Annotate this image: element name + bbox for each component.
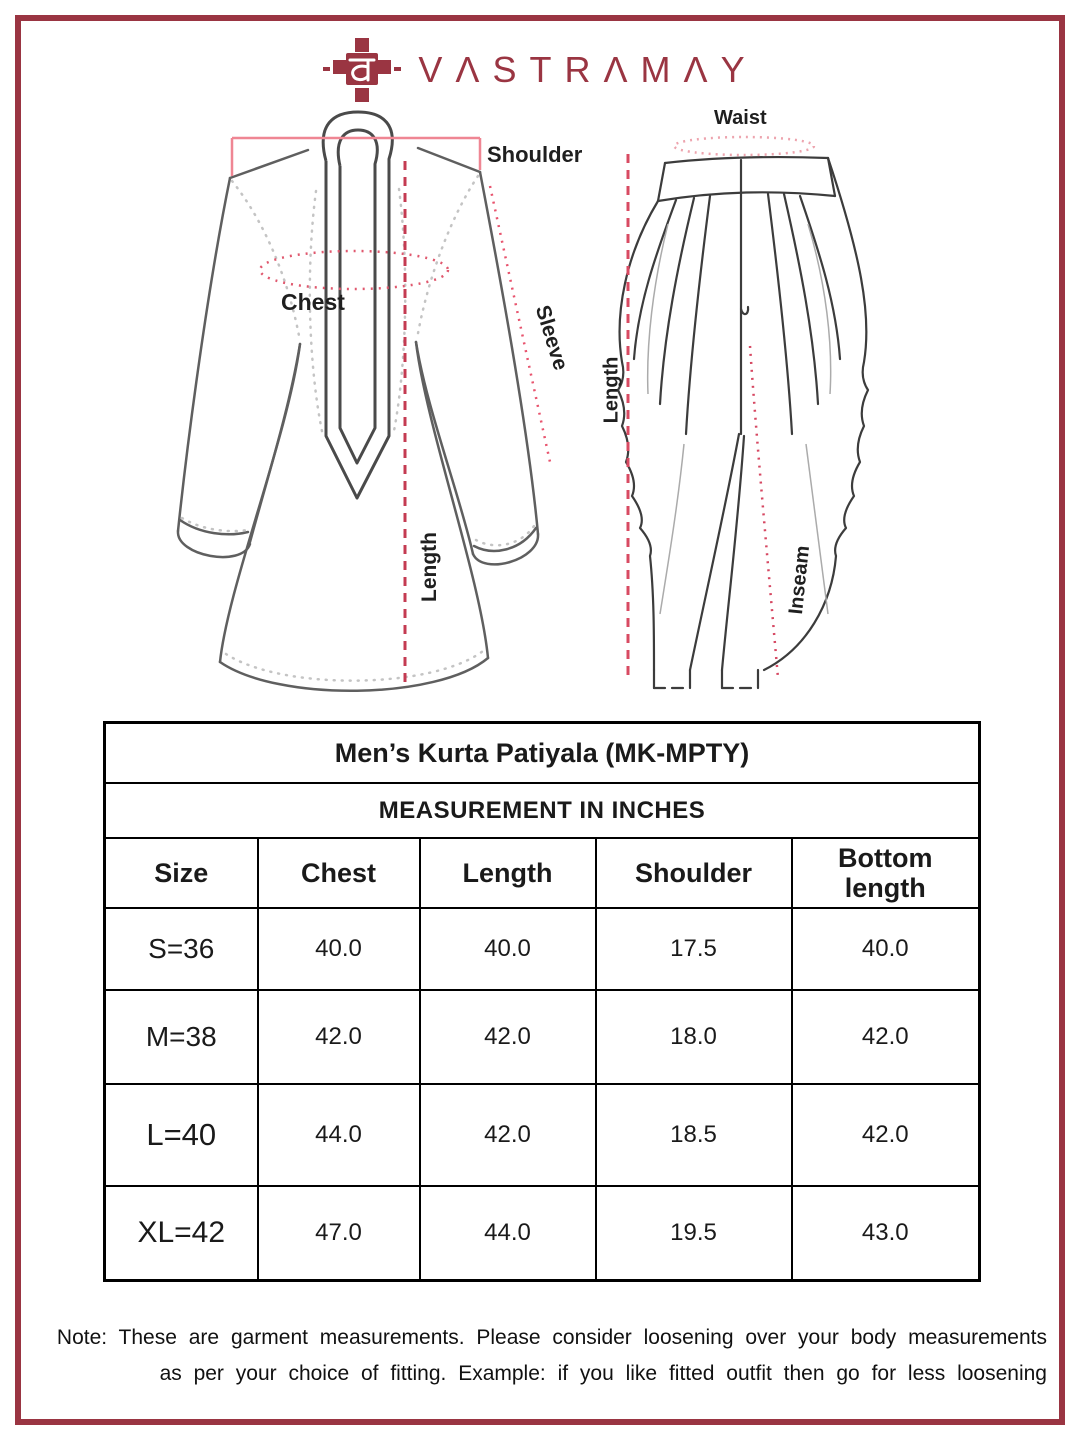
- kurta-shoulder-label: Shoulder: [487, 142, 583, 167]
- kurta-measurement-diagram: [176, 110, 552, 692]
- table-subtitle: MEASUREMENT IN INCHES: [103, 782, 981, 839]
- bottom-length-cell: 42.0: [790, 989, 981, 1085]
- size-cell: L=40: [103, 1083, 259, 1187]
- chest-cell: 47.0: [256, 1185, 421, 1282]
- col-header-chest: Chest: [256, 837, 421, 909]
- col-header-shoulder: Shoulder: [594, 837, 793, 909]
- table-row: M=38 42.0 42.0 18.0 42.0: [103, 989, 981, 1085]
- kurta-chest-label: Chest: [281, 289, 345, 315]
- note-line-1: Note: These are garment measurements. Pl…: [56, 1326, 1047, 1349]
- col-header-bottom-length: Bottom length: [790, 837, 981, 909]
- devanagari-va-glyph: [348, 58, 376, 82]
- measurement-note: Note: These are garment measurements. Pl…: [37, 1320, 1047, 1392]
- patiyala-waist-label: Waist: [714, 107, 767, 129]
- chest-cell: 42.0: [256, 989, 421, 1085]
- size-cell: M=38: [103, 989, 259, 1085]
- shoulder-cell: 18.5: [594, 1083, 793, 1187]
- table-header-row: Size Chest Length Shoulder Bottom length: [103, 837, 981, 909]
- shoulder-cell: 17.5: [594, 907, 793, 991]
- shoulder-cell: 19.5: [594, 1185, 793, 1282]
- col-header-size: Size: [103, 837, 259, 909]
- size-cell: S=36: [103, 907, 259, 991]
- brand-name: VΛSTRΛMΛY: [418, 49, 758, 90]
- bottom-length-cell: 43.0: [790, 1185, 981, 1282]
- shoulder-cell: 18.0: [594, 989, 793, 1085]
- bottom-length-cell: 42.0: [790, 1083, 981, 1187]
- bottom-length-cell: 40.0: [790, 907, 981, 991]
- table-title: Men’s Kurta Patiyala (MK-MPTY): [103, 721, 981, 784]
- size-chart-table: Men’s Kurta Patiyala (MK-MPTY) MEASUREME…: [103, 721, 982, 1282]
- length-cell: 42.0: [418, 989, 597, 1085]
- size-cell: XL=42: [103, 1185, 259, 1282]
- note-line-2: as per your choice of fitting. Example: …: [159, 1362, 1047, 1385]
- table-row: XL=42 47.0 44.0 19.5 43.0: [103, 1185, 981, 1282]
- patiyala-measurement-diagram: [616, 135, 870, 690]
- chest-cell: 44.0: [256, 1083, 421, 1187]
- table-title-row: Men’s Kurta Patiyala (MK-MPTY): [103, 721, 981, 784]
- table-subtitle-row: MEASUREMENT IN INCHES: [103, 782, 981, 839]
- length-cell: 44.0: [418, 1185, 597, 1282]
- table-row: L=40 44.0 42.0 18.5 42.0: [103, 1083, 981, 1187]
- kurta-length-label: Length: [418, 532, 441, 602]
- length-cell: 42.0: [418, 1083, 597, 1187]
- table-row: S=36 40.0 40.0 17.5 40.0: [103, 907, 981, 991]
- brand-logo: VΛSTRΛMΛY: [0, 34, 1080, 106]
- col-header-length: Length: [418, 837, 597, 909]
- chest-cell: 40.0: [256, 907, 421, 991]
- length-cell: 40.0: [418, 907, 597, 991]
- patiyala-length-label: Length: [600, 356, 623, 424]
- vastramay-logo-icon: [323, 38, 402, 102]
